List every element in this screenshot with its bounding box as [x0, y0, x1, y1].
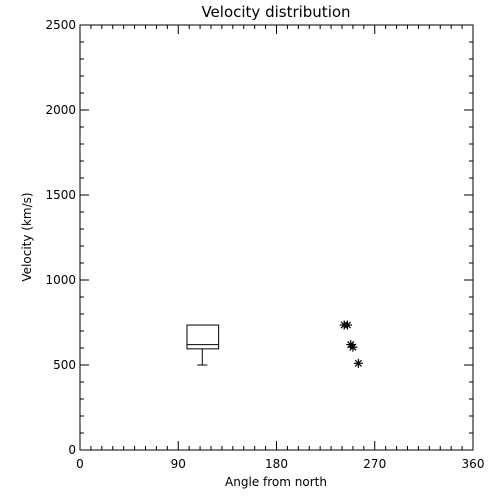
y-tick-label: 1000: [45, 273, 76, 287]
x-tick-label: 270: [363, 457, 386, 471]
y-tick-label: 2500: [45, 18, 76, 32]
x-ticks: 0 90 180 270 360: [76, 25, 484, 471]
x-tick-label: 90: [171, 457, 186, 471]
y-ticks: 0 500 1000 1500 2000 2500: [45, 18, 473, 457]
box-iqr: [186, 324, 220, 350]
y-tick-label: 2000: [45, 103, 76, 117]
x-axis-label: Angle from north: [225, 475, 327, 489]
plot-frame: [79, 24, 474, 451]
y-tick-label: 1500: [45, 188, 76, 202]
chart-title: Velocity distribution: [201, 3, 350, 21]
y-tick-label: 0: [68, 443, 76, 457]
y-axis-label: Velocity (km/s): [20, 192, 34, 281]
scatter-points: [339, 320, 363, 368]
x-tick-label: 180: [265, 457, 288, 471]
boxplot: [186, 324, 220, 366]
data-point: [348, 342, 358, 352]
data-point: [353, 358, 363, 368]
x-tick-label: 360: [462, 457, 485, 471]
data-point: [342, 320, 352, 330]
x-tick-label: 0: [76, 457, 84, 471]
y-tick-label: 500: [53, 358, 76, 372]
